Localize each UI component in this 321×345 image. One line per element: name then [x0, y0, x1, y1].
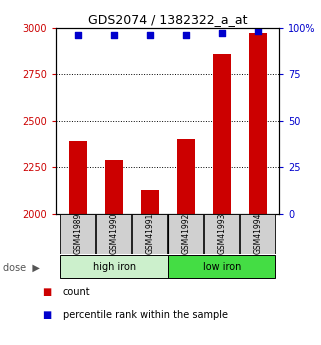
- Text: high iron: high iron: [92, 262, 136, 272]
- Bar: [213, 54, 231, 214]
- Bar: [177, 139, 195, 214]
- Bar: [169, 255, 275, 278]
- Bar: [60, 255, 168, 278]
- Text: percentile rank within the sample: percentile rank within the sample: [63, 310, 228, 320]
- Point: [75, 32, 80, 38]
- Text: GSM41994: GSM41994: [253, 213, 262, 255]
- Text: ■: ■: [42, 287, 51, 296]
- Bar: [240, 214, 275, 254]
- Bar: [60, 214, 95, 254]
- Text: GSM41989: GSM41989: [73, 213, 82, 254]
- Bar: [69, 141, 87, 214]
- Point: [255, 29, 260, 34]
- Bar: [168, 214, 203, 254]
- Point: [111, 32, 116, 38]
- Bar: [141, 190, 159, 214]
- Bar: [132, 214, 167, 254]
- Bar: [204, 214, 239, 254]
- Text: ■: ■: [42, 310, 51, 320]
- Bar: [249, 33, 267, 214]
- Text: low iron: low iron: [203, 262, 241, 272]
- Point: [147, 32, 152, 38]
- Bar: [96, 214, 131, 254]
- Point: [183, 32, 188, 38]
- Bar: [105, 160, 123, 214]
- Text: GSM41993: GSM41993: [217, 213, 226, 255]
- Point: [219, 30, 224, 36]
- Text: dose  ▶: dose ▶: [3, 263, 40, 272]
- Text: GSM41991: GSM41991: [145, 213, 154, 254]
- Text: count: count: [63, 287, 90, 296]
- Title: GDS2074 / 1382322_a_at: GDS2074 / 1382322_a_at: [88, 13, 247, 27]
- Text: GSM41990: GSM41990: [109, 213, 118, 255]
- Text: GSM41992: GSM41992: [181, 213, 190, 254]
